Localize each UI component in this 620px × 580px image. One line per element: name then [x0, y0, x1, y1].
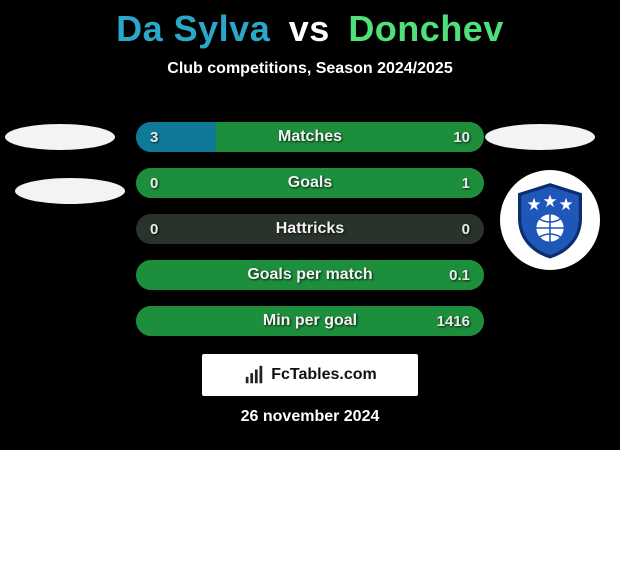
stat-row: 00Hattricks: [136, 214, 484, 244]
stat-row: 310Matches: [136, 122, 484, 152]
stat-rows: 310Matches 01Goals 00Hattricks 0.1Goals per…: [136, 122, 484, 352]
stat-label: Min per goal: [136, 306, 484, 336]
avatar-left-placeholder-2: [15, 178, 125, 204]
comparison-card: Da Sylva vs Donchev Club competitions, S…: [0, 0, 620, 450]
player-left-name: Da Sylva: [116, 8, 270, 49]
stat-label: Matches: [136, 122, 484, 152]
stat-row: 1416Min per goal: [136, 306, 484, 336]
stat-row: 01Goals: [136, 168, 484, 198]
stat-label: Goals per match: [136, 260, 484, 290]
stat-row: 0.1Goals per match: [136, 260, 484, 290]
attribution-text: FcTables.com: [271, 366, 377, 384]
club-badge-right: [500, 170, 600, 270]
shield-icon: [510, 180, 590, 260]
bar-chart-icon: [243, 364, 265, 386]
player-right-name: Donchev: [348, 8, 504, 49]
avatar-right-placeholder: [485, 124, 595, 150]
date-text: 26 november 2024: [0, 408, 620, 426]
avatar-left-placeholder-1: [5, 124, 115, 150]
stat-label: Goals: [136, 168, 484, 198]
page-title: Da Sylva vs Donchev: [0, 0, 620, 50]
subtitle: Club competitions, Season 2024/2025: [0, 60, 620, 78]
stat-label: Hattricks: [136, 214, 484, 244]
vs-separator: vs: [289, 8, 330, 49]
attribution-badge: FcTables.com: [202, 354, 418, 396]
